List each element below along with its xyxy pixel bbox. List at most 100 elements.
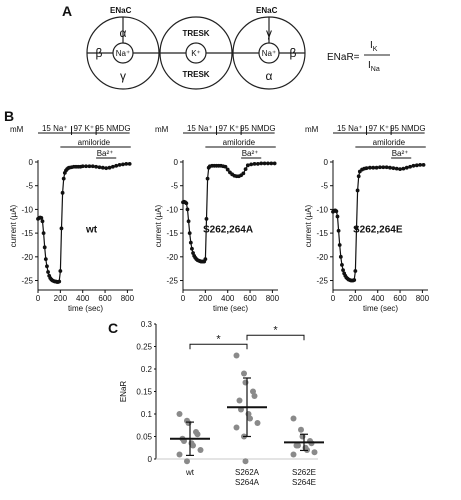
group-2 xyxy=(227,352,267,465)
trace-point xyxy=(381,165,386,170)
trace-point xyxy=(190,246,194,251)
construct-label: S262,264A xyxy=(203,224,253,235)
formula-denominator: INa xyxy=(368,60,380,73)
enac-channel-right xyxy=(232,16,306,90)
protocol-segment-label: 15 Na⁺ xyxy=(42,124,68,133)
panel-b: B mM 15 Na⁺ 97 K⁺ 95 NMDGamilorideBa²⁺0-5-1… xyxy=(4,108,430,313)
y-tick-label: 0 xyxy=(324,158,329,167)
trace-point xyxy=(186,219,191,224)
trace-point xyxy=(225,167,230,172)
y-tick-label: -25 xyxy=(316,277,328,286)
enar-formula: ENaR= IK INa xyxy=(327,40,390,73)
trace-point xyxy=(124,161,129,166)
y-tick-label: -20 xyxy=(21,253,33,262)
y-axis-title: current (µA) xyxy=(304,204,313,247)
category-label: S262E xyxy=(292,468,316,477)
subunit-gamma-right: γ xyxy=(266,26,272,40)
significance-bracket: * xyxy=(189,333,248,350)
trace-point xyxy=(59,226,64,231)
construct-label: wt xyxy=(85,224,98,235)
construct-label: S262,264E xyxy=(353,224,403,235)
trace-point xyxy=(97,165,102,170)
enac-right-label: ENaC xyxy=(256,6,278,15)
data-point xyxy=(242,458,249,465)
barium-label: Ba²⁺ xyxy=(392,149,409,158)
trace-point xyxy=(414,163,419,168)
data-point xyxy=(247,415,253,422)
trace-point xyxy=(367,165,372,170)
x-tick-label: 400 xyxy=(76,294,90,303)
enac-left-label: ENaC xyxy=(110,6,132,15)
trace-point xyxy=(84,164,88,169)
panel-a: A ENaC ENaC α β γ Na⁺ TRESK TRESK K⁺ xyxy=(62,3,390,90)
x-tick-label: 400 xyxy=(221,294,235,303)
y-axis-title: current (µA) xyxy=(9,204,18,247)
trace-point xyxy=(184,201,189,206)
category-label: S264E xyxy=(292,478,316,487)
protocol-bars: mM 15 Na⁺ 97 K⁺ 95 NMDG amiloride Ba²⁺ xyxy=(155,124,276,159)
y-axis-title: ENaR xyxy=(119,381,128,403)
protocol-bars: mM 15 Na⁺ 97 K⁺ 95 NMDG amiloride Ba²⁺ xyxy=(10,124,131,159)
y-tick-label: -15 xyxy=(316,229,328,238)
trace-point xyxy=(117,162,122,167)
trace-point xyxy=(272,161,277,166)
y-tick-label: 0 xyxy=(174,158,179,167)
trace-point xyxy=(60,190,65,195)
trace-point xyxy=(191,251,195,255)
trace-point xyxy=(418,162,423,167)
trace-point xyxy=(355,188,360,193)
subunit-alpha-left: α xyxy=(120,26,127,40)
protocol-segment-label: 97 K⁺ xyxy=(218,124,239,133)
significance-star: * xyxy=(216,333,221,345)
data-point xyxy=(254,420,261,426)
trace-line xyxy=(37,163,130,283)
protocol-segment-label: 97 K⁺ xyxy=(73,124,94,133)
data-point xyxy=(176,451,183,458)
data-point xyxy=(233,352,240,359)
trace-point xyxy=(352,278,357,282)
trace-point xyxy=(185,207,190,212)
data-point xyxy=(236,397,243,404)
trace-point xyxy=(80,164,85,169)
protocol-segment-label: 15 Na⁺ xyxy=(337,124,363,133)
trace-point xyxy=(266,161,270,166)
data-point xyxy=(184,458,190,465)
data-point xyxy=(242,379,249,386)
trace-point xyxy=(45,264,49,269)
y-tick-label: 0.15 xyxy=(136,388,152,397)
tresk-channel xyxy=(159,16,233,90)
category-label: S262A xyxy=(235,468,260,477)
y-tick-label: -10 xyxy=(316,205,328,214)
trace-point xyxy=(336,228,341,233)
trace-panel-2: mM 15 Na⁺ 97 K⁺ 95 NMDG amiloride Ba²⁺ 0 -5 -10 -… xyxy=(154,124,280,313)
trace-point xyxy=(203,257,208,262)
trace-point xyxy=(43,257,48,262)
trace-point xyxy=(107,165,112,170)
ion-k: K⁺ xyxy=(191,49,201,58)
trace-point xyxy=(90,164,95,169)
trace-point xyxy=(187,231,192,236)
y-axis-title: current (µA) xyxy=(154,204,163,247)
data-point xyxy=(298,426,304,433)
trace-point xyxy=(61,176,66,181)
ion-na-right: Na⁺ xyxy=(262,49,276,58)
y-tick-label: 0.25 xyxy=(136,343,152,352)
x-tick-label: 200 xyxy=(349,294,363,303)
significance-star: * xyxy=(273,324,278,336)
trace-point xyxy=(398,167,402,172)
x-tick-label: 600 xyxy=(98,294,112,303)
trace-point xyxy=(354,226,359,231)
protocol-unit: mM xyxy=(10,125,24,134)
trace-point xyxy=(340,262,344,267)
x-tick-label: 0 xyxy=(331,294,336,303)
trace-point xyxy=(245,163,250,168)
trace-point xyxy=(356,174,361,179)
trace-line xyxy=(332,164,424,282)
amiloride-label: amiloride xyxy=(223,138,256,147)
group-3 xyxy=(284,415,324,458)
trace-point xyxy=(110,164,115,169)
trace-point xyxy=(364,166,369,171)
y-tick-label: -5 xyxy=(171,182,179,191)
